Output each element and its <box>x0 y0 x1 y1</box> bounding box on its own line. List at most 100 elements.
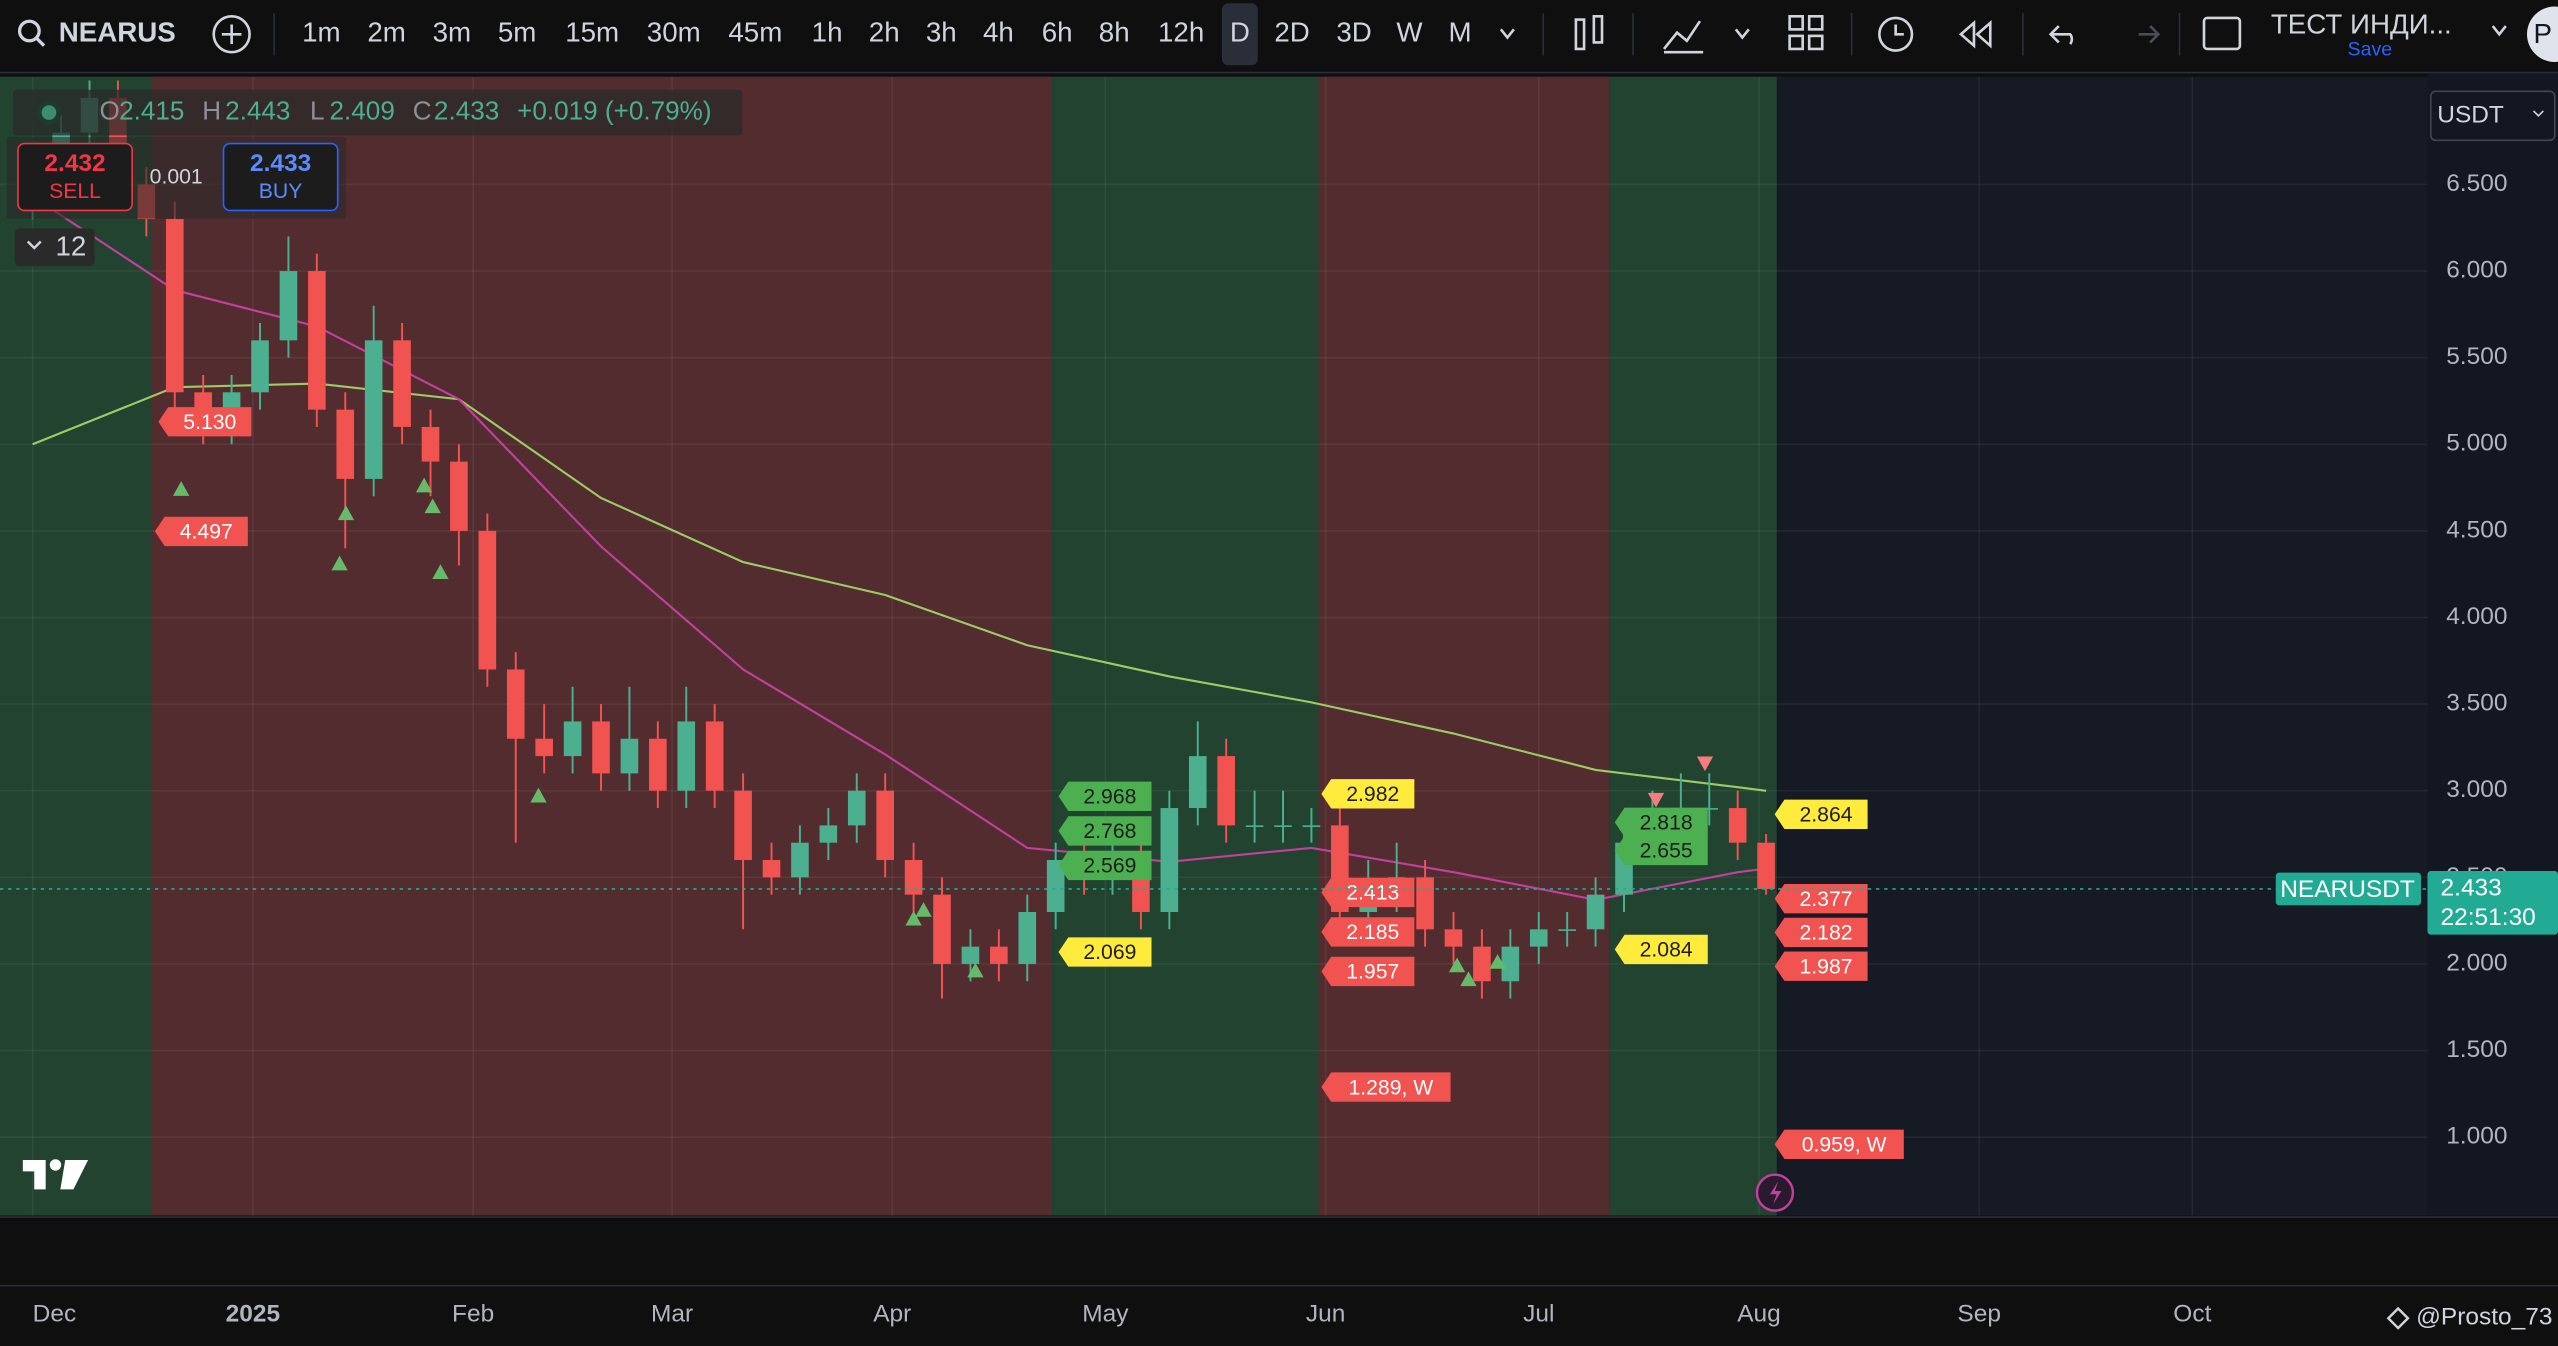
price-label: 2.982 <box>1346 783 1399 806</box>
candle-body <box>961 946 980 964</box>
indicators-count[interactable]: 12 <box>55 230 86 261</box>
price-label: 0.959, W <box>1802 1134 1887 1157</box>
candle-body <box>251 340 269 393</box>
legend-l-label: L <box>310 95 325 125</box>
x-tick-label: Jul <box>1523 1300 1554 1327</box>
timeframe[interactable]: 30m <box>647 17 701 48</box>
candle-body <box>677 721 696 791</box>
candle-body <box>1274 825 1292 828</box>
toolbar-icons[interactable] <box>1499 15 2507 54</box>
watermark-icon <box>2386 1306 2410 1330</box>
buy-button[interactable] <box>222 142 339 212</box>
y-tick-label: 3.500 <box>2446 690 2507 717</box>
watermark: @Prosto_73 <box>2416 1304 2552 1331</box>
timeframe[interactable]: 3h <box>926 17 957 48</box>
timeframe[interactable]: 5m <box>498 17 537 48</box>
timeframe[interactable]: 6h <box>1042 17 1073 48</box>
price-label-box <box>1774 799 1868 829</box>
candle-body <box>1160 808 1179 912</box>
legend-c-label: C <box>413 95 432 125</box>
add-symbol-button[interactable] <box>212 15 251 54</box>
account-avatar[interactable] <box>2527 6 2558 62</box>
buy-price[interactable]: 2.433 <box>250 150 311 177</box>
active-timeframe-bg[interactable] <box>1221 3 1258 66</box>
price-label-box <box>1058 781 1152 811</box>
signal-marker <box>172 481 190 496</box>
candle-body <box>1586 894 1605 930</box>
timeframe[interactable]: M <box>1449 17 1472 48</box>
candle-body <box>1444 929 1463 947</box>
timeframe[interactable]: 2m <box>367 17 406 48</box>
price-label: 2.182 <box>1799 922 1852 945</box>
price-label: 2.185 <box>1346 921 1399 944</box>
currency[interactable]: USDT <box>2437 101 2504 128</box>
buy-label[interactable]: BUY <box>259 180 303 203</box>
account-initial[interactable]: P <box>2534 18 2552 49</box>
candle-body <box>563 721 582 757</box>
x-tick-label: Jun <box>1306 1300 1345 1327</box>
timeframe[interactable]: 15m <box>565 17 619 48</box>
price-label: 2.377 <box>1799 888 1852 911</box>
y-tick-label: 6.000 <box>2446 257 2507 284</box>
price-label: 2.768 <box>1083 820 1136 843</box>
sell-price[interactable]: 2.432 <box>44 150 105 177</box>
candle-body <box>279 271 298 341</box>
timeframe[interactable]: 4h <box>983 17 1014 48</box>
price-label-box <box>1774 1129 1904 1159</box>
timeframe[interactable]: W <box>1396 17 1423 48</box>
timeframe[interactable]: 1m <box>302 17 341 48</box>
save-status[interactable]: Save <box>2348 39 2393 61</box>
regime-zone <box>1052 76 1319 1216</box>
y-tick-label: 4.500 <box>2446 516 2507 543</box>
currency-select[interactable] <box>2429 90 2556 142</box>
price-label: 2.413 <box>1346 882 1399 905</box>
candle-body <box>364 340 383 479</box>
timeframe[interactable]: 45m <box>728 17 782 48</box>
sell-label[interactable]: SELL <box>49 180 101 203</box>
price-label: 1.957 <box>1346 961 1399 984</box>
price-label: 2.569 <box>1083 855 1136 878</box>
indicators-toggle[interactable] <box>14 228 95 266</box>
candle-body <box>1529 929 1548 947</box>
y-tick-label: 1.000 <box>2446 1123 2507 1150</box>
candle-body <box>308 271 326 410</box>
spread: 0.001 <box>150 165 203 188</box>
timeframe[interactable]: 8h <box>1099 17 1130 48</box>
search-icon[interactable] <box>17 19 46 47</box>
price-label-box <box>158 407 252 437</box>
signal-marker <box>415 477 433 493</box>
price-label-box <box>1321 956 1415 987</box>
price-label: 2.864 <box>1799 804 1852 827</box>
candle-body <box>1473 946 1491 982</box>
candle-body <box>1302 825 1321 828</box>
timeframe[interactable]: 2h <box>869 17 900 48</box>
layout-name[interactable]: ТЕСТ ИНДИ... <box>2271 8 2452 39</box>
sell-button[interactable] <box>17 142 133 212</box>
timeframe[interactable]: D <box>1230 17 1250 48</box>
price-axis <box>2427 73 2558 1216</box>
candle-body <box>592 721 610 774</box>
candle-body <box>535 738 553 757</box>
timeframe[interactable]: 3D <box>1336 17 1371 48</box>
timeframe[interactable]: 12h <box>1158 17 1204 48</box>
x-tick-label: Apr <box>873 1300 911 1327</box>
x-tick-label: Dec <box>33 1300 77 1327</box>
price-label-box <box>1774 883 1868 914</box>
timeframe[interactable]: 3m <box>433 17 472 48</box>
price-label-box <box>1774 917 1868 948</box>
candle-body <box>506 669 525 739</box>
legend-change: +0.019 (+0.79%) <box>517 95 711 125</box>
candle-body <box>819 825 838 843</box>
price-label-box <box>1774 951 1868 981</box>
timeframe[interactable]: 1h <box>812 17 843 48</box>
moving-average <box>32 195 1767 901</box>
regime-zone <box>152 76 1053 1216</box>
toolbar <box>0 0 2558 72</box>
candle-body <box>620 738 639 774</box>
symbol[interactable]: NEARUS <box>59 17 176 48</box>
timeframe[interactable]: 2D <box>1274 17 1309 48</box>
moving-average <box>32 382 1767 792</box>
